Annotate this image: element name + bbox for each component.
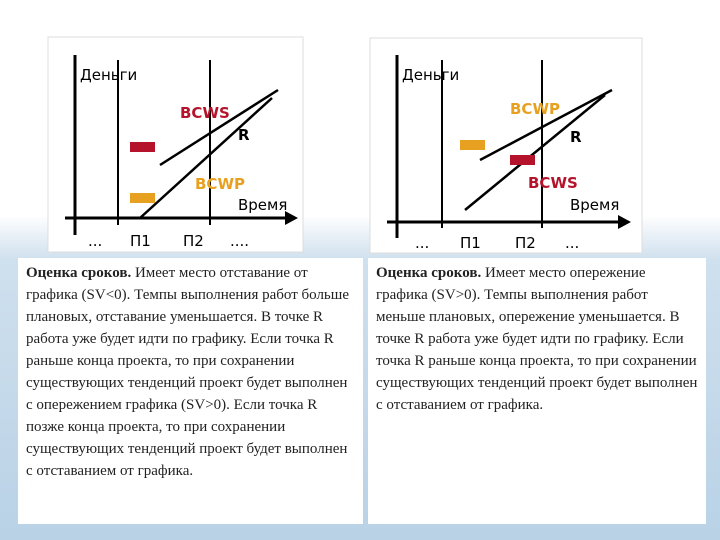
x-tick: ... (415, 234, 429, 252)
x-tick: П2 (515, 234, 536, 252)
fact-line (464, 94, 606, 211)
x-tick: .... (230, 232, 249, 250)
lower-label: BCWP (195, 175, 245, 193)
x-tick: П2 (183, 232, 204, 250)
arrow (285, 211, 298, 225)
upper-label: BCWS (180, 104, 230, 122)
x-label: Время (238, 196, 287, 214)
plan-line (479, 88, 613, 162)
x-tick: П1 (460, 234, 481, 252)
x-tick: П1 (130, 232, 151, 250)
arrow (618, 215, 631, 229)
right-diagram: Деньги BCWP BCWS R Время ... П1 П2 ... (369, 37, 643, 254)
point-label: R (570, 128, 582, 146)
x-label: Время (570, 196, 619, 214)
y-label: Деньги (402, 66, 459, 84)
bcws-marker (130, 142, 155, 152)
upper-label: BCWP (510, 100, 560, 118)
right-text: Оценка сроков. Имеет место опережение гр… (368, 258, 706, 524)
x-tick: ... (565, 234, 579, 252)
plan-line (159, 88, 279, 167)
point-label: R (238, 126, 250, 144)
fact-line (139, 97, 273, 219)
frame (47, 36, 304, 253)
body: Имеет место опережение графика (SV>0). Т… (376, 265, 698, 413)
left-text: Оценка сроков. Имеет место отставание от… (18, 258, 363, 524)
x-tick: ... (88, 232, 102, 250)
diagrams: Деньги BCWS BCWP R Время ... П1 П2 .... … (47, 36, 643, 254)
bcwp-marker (460, 140, 485, 150)
bcwp-marker (130, 193, 155, 203)
y-label: Деньги (80, 66, 137, 84)
body: Имеет место отставание от графика (SV<0)… (26, 265, 349, 479)
lower-label: BCWS (528, 174, 578, 192)
lead: Оценка сроков. (376, 265, 482, 281)
bcws-marker (510, 155, 535, 165)
lead: Оценка сроков. (26, 265, 132, 281)
left-diagram: Деньги BCWS BCWP R Время ... П1 П2 .... (47, 36, 304, 253)
